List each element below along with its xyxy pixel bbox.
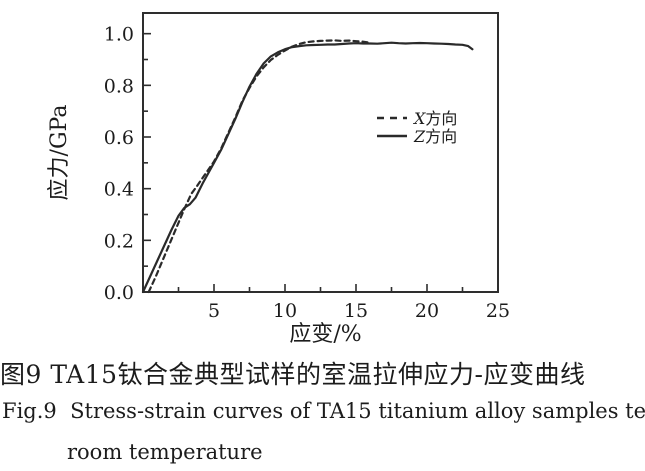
- y-tick-label: 0.6: [104, 127, 134, 149]
- figure-caption-english: Fig.9 Stress-strain curves of TA15 titan…: [2, 399, 645, 423]
- x-tick-label: 25: [486, 300, 510, 322]
- y-tick-label: 1.0: [104, 24, 134, 46]
- x-tick-label: 5: [208, 300, 220, 322]
- axes: [143, 32, 499, 293]
- x-axis-label: 应变/%: [289, 322, 361, 347]
- y-tick-label: 0.2: [104, 230, 134, 252]
- stress-strain-chart: 5 10 15 20 25 0.0 0.2 0.4 0.6 0.8 1.0 应变/% 应力/GPa X方向…: [47, 12, 510, 347]
- x-tick-label: 20: [415, 300, 439, 322]
- series-Z-curve: [141, 41, 474, 294]
- y-axis-label: 应力/GPa: [47, 105, 72, 201]
- figure-caption-chinese: 图9 TA15钛合金典型试样的室温拉伸应力-应变曲线: [0, 360, 586, 389]
- legend-label-Z: Z方向: [413, 127, 457, 146]
- series-X-curve: [147, 39, 370, 294]
- y-tick-label: 0.0: [104, 282, 134, 304]
- figure-caption-english-cont: room temperature: [67, 440, 263, 464]
- x-tick-label: 15: [344, 300, 368, 322]
- tick-labels: 5 10 15 20 25 0.0 0.2 0.4 0.6 0.8 1.0: [104, 24, 510, 322]
- plot-frame: [142, 12, 499, 293]
- y-tick-label: 0.8: [104, 75, 134, 97]
- y-tick-label: 0.4: [104, 179, 134, 201]
- legend-label-X: X方向: [412, 109, 457, 128]
- x-tick-label: 10: [273, 300, 297, 322]
